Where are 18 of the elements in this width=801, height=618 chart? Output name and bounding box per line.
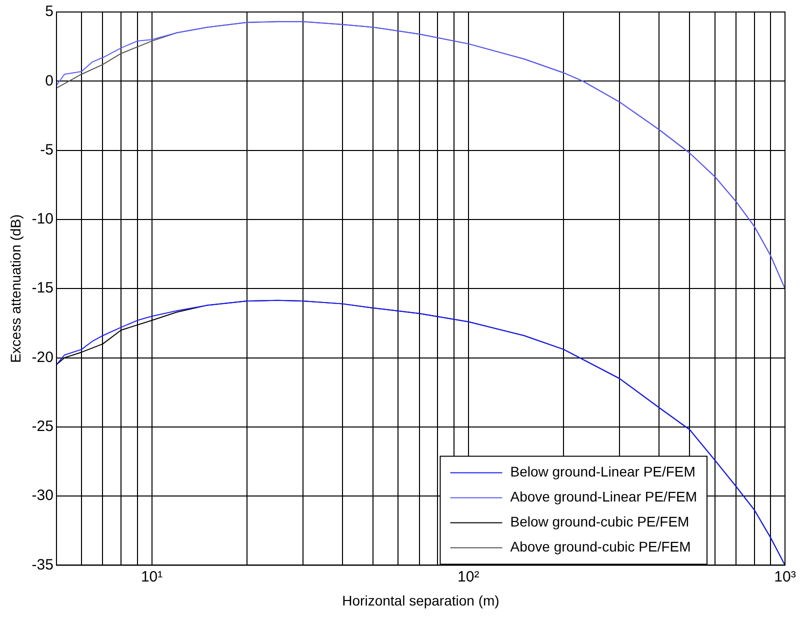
y-tick-label: -35 bbox=[32, 556, 54, 574]
x-tick-label: 10¹ bbox=[140, 568, 163, 586]
y-tick-label: 0 bbox=[45, 72, 54, 90]
y-tick-label: -20 bbox=[32, 348, 54, 366]
legend-label: Below ground-Linear PE/FEM bbox=[510, 464, 696, 480]
y-tick-label: -15 bbox=[32, 280, 54, 297]
x-tick-label: 10² bbox=[458, 568, 480, 586]
y-tick-label: -30 bbox=[32, 487, 54, 504]
y-tick-label: -25 bbox=[32, 418, 54, 436]
y-tick-label: 5 bbox=[45, 3, 54, 20]
y-tick-label: -5 bbox=[40, 141, 54, 158]
legend-label: Below ground-cubic PE/FEM bbox=[510, 514, 690, 530]
x-tick-label: 10³ bbox=[774, 568, 796, 586]
legend-label: Above ground-Linear PE/FEM bbox=[510, 488, 697, 505]
y-axis-title: Excess attenuation (dB) bbox=[7, 214, 24, 363]
legend-label: Above ground-cubic PE/FEM bbox=[510, 538, 691, 555]
y-tick-label: -10 bbox=[32, 210, 54, 228]
x-axis-title: Horizontal separation (m) bbox=[342, 592, 500, 608]
